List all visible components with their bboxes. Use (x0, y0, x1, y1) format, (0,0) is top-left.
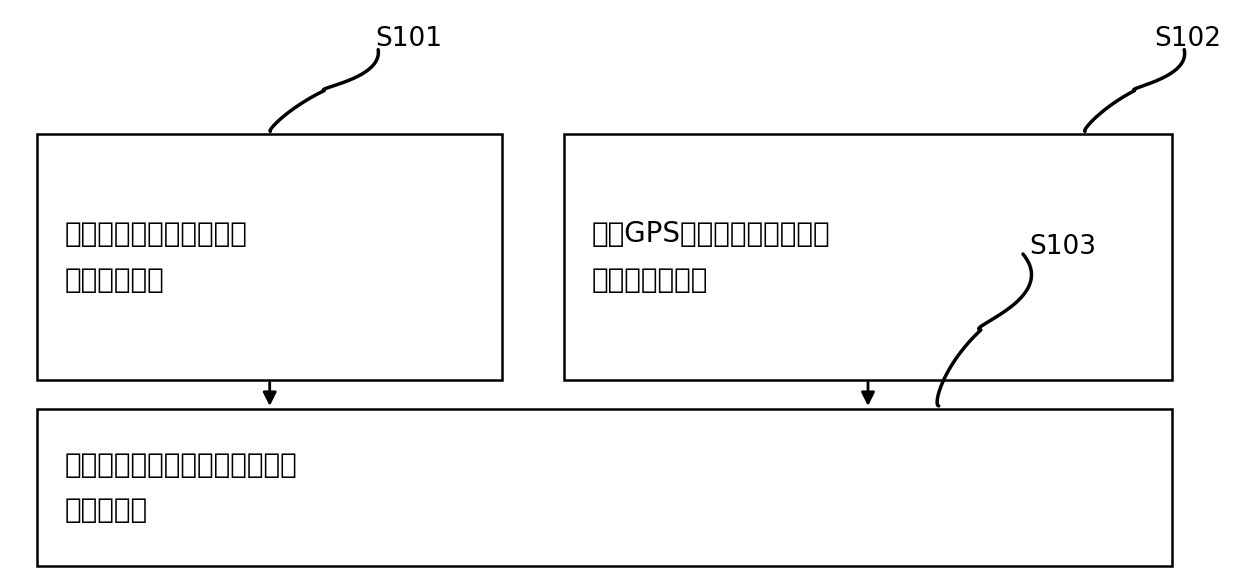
Text: 单站GPS接收机实时探测电离
层电子密度剖面: 单站GPS接收机实时探测电离 层电子密度剖面 (591, 220, 830, 294)
Bar (564, 134, 1172, 380)
Text: S102: S102 (1154, 26, 1221, 53)
Text: S103: S103 (1029, 234, 1096, 260)
Bar (37, 134, 502, 380)
Bar (37, 409, 1172, 566)
Text: 微波辐射计实时探测对流
层折射率剖面: 微波辐射计实时探测对流 层折射率剖面 (64, 220, 247, 294)
Text: S101: S101 (376, 26, 443, 53)
Text: 采用射线描迹方法计算电波折射
误差修正量: 采用射线描迹方法计算电波折射 误差修正量 (64, 451, 298, 524)
